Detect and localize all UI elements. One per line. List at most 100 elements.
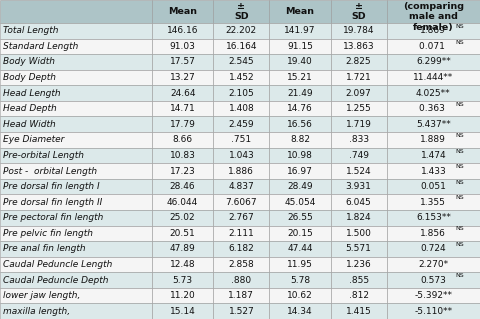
Bar	[152, 194, 213, 210]
Bar	[0, 163, 152, 179]
Text: 2.825: 2.825	[346, 57, 372, 66]
Text: 11.95: 11.95	[287, 260, 313, 269]
Text: NS: NS	[455, 24, 464, 29]
Bar	[0, 288, 152, 303]
Text: Total Length: Total Length	[3, 26, 59, 35]
Text: 14.34: 14.34	[287, 307, 313, 316]
Text: Head Width: Head Width	[3, 120, 56, 129]
Text: 0.724: 0.724	[420, 244, 446, 253]
Bar	[0, 226, 152, 241]
Bar	[0, 179, 152, 194]
Bar	[0, 0, 152, 23]
Bar	[152, 163, 213, 179]
Bar	[269, 39, 331, 54]
Text: 11.20: 11.20	[170, 291, 195, 300]
Text: lower jaw length,: lower jaw length,	[3, 291, 80, 300]
Text: Eye Diameter: Eye Diameter	[3, 135, 64, 145]
Bar	[269, 241, 331, 257]
Bar	[213, 210, 269, 226]
Text: .751: .751	[231, 135, 252, 145]
Text: NS: NS	[455, 149, 464, 153]
Text: 3.931: 3.931	[346, 182, 372, 191]
Bar	[269, 132, 331, 148]
Text: 1.255: 1.255	[346, 104, 372, 113]
Bar	[213, 257, 269, 272]
Bar	[331, 194, 387, 210]
Text: 25.02: 25.02	[170, 213, 195, 222]
Text: 1.719: 1.719	[346, 120, 372, 129]
Bar	[152, 85, 213, 101]
Text: 1.824: 1.824	[346, 213, 372, 222]
Bar	[387, 70, 480, 85]
Text: 6.182: 6.182	[228, 244, 254, 253]
Text: 0.363: 0.363	[419, 104, 448, 113]
Bar	[213, 241, 269, 257]
Bar	[269, 163, 331, 179]
Text: 47.89: 47.89	[170, 244, 195, 253]
Text: NS: NS	[455, 133, 464, 138]
Bar	[213, 39, 269, 54]
Bar	[269, 148, 331, 163]
Text: 1.524: 1.524	[346, 167, 372, 175]
Text: 14.71: 14.71	[170, 104, 195, 113]
Text: 11.444**: 11.444**	[413, 73, 454, 82]
Bar	[152, 272, 213, 288]
Bar	[269, 54, 331, 70]
Bar	[152, 241, 213, 257]
Text: 1.043: 1.043	[228, 151, 254, 160]
Bar	[269, 288, 331, 303]
Text: 20.51: 20.51	[170, 229, 195, 238]
Bar	[269, 179, 331, 194]
Bar	[387, 148, 480, 163]
Text: Pre pelvic fin length: Pre pelvic fin length	[3, 229, 93, 238]
Text: 19.784: 19.784	[343, 26, 374, 35]
Bar	[387, 85, 480, 101]
Text: 12.48: 12.48	[170, 260, 195, 269]
Text: 16.164: 16.164	[226, 42, 257, 51]
Text: 1.433: 1.433	[420, 167, 446, 175]
Text: Caudal Peduncle Depth: Caudal Peduncle Depth	[3, 276, 108, 285]
Bar	[213, 163, 269, 179]
Text: Pre pectoral fin length: Pre pectoral fin length	[3, 213, 103, 222]
Text: 28.46: 28.46	[170, 182, 195, 191]
Text: 6.045: 6.045	[346, 198, 372, 207]
Bar	[331, 85, 387, 101]
Bar	[269, 272, 331, 288]
Bar	[0, 210, 152, 226]
Bar	[387, 132, 480, 148]
Text: ±
SD: ± SD	[351, 2, 366, 21]
Bar	[0, 272, 152, 288]
Bar	[331, 0, 387, 23]
Bar	[213, 101, 269, 116]
Text: 6.153**: 6.153**	[416, 213, 451, 222]
Text: 13.27: 13.27	[170, 73, 195, 82]
Bar	[152, 179, 213, 194]
Text: 141.97: 141.97	[284, 26, 316, 35]
Bar	[0, 39, 152, 54]
Bar	[387, 101, 480, 116]
Bar	[387, 23, 480, 39]
Bar	[331, 132, 387, 148]
Bar	[387, 210, 480, 226]
Text: 1.500: 1.500	[346, 229, 372, 238]
Text: NS: NS	[455, 195, 464, 200]
Bar	[0, 23, 152, 39]
Bar	[152, 0, 213, 23]
Text: Standard Length: Standard Length	[3, 42, 78, 51]
Bar	[387, 39, 480, 54]
Text: 5.73: 5.73	[173, 276, 193, 285]
Bar	[269, 85, 331, 101]
Bar	[0, 85, 152, 101]
Text: 1.236: 1.236	[346, 260, 372, 269]
Bar	[0, 54, 152, 70]
Text: 22.202: 22.202	[226, 26, 257, 35]
Bar	[213, 0, 269, 23]
Text: maxilla length,: maxilla length,	[3, 307, 70, 316]
Bar	[213, 226, 269, 241]
Text: t-value
(comparing
male and
female): t-value (comparing male and female)	[403, 0, 464, 32]
Text: 1.452: 1.452	[228, 73, 254, 82]
Bar	[269, 116, 331, 132]
Bar	[0, 132, 152, 148]
Text: 5.437**: 5.437**	[416, 120, 451, 129]
Text: 5.78: 5.78	[290, 276, 310, 285]
